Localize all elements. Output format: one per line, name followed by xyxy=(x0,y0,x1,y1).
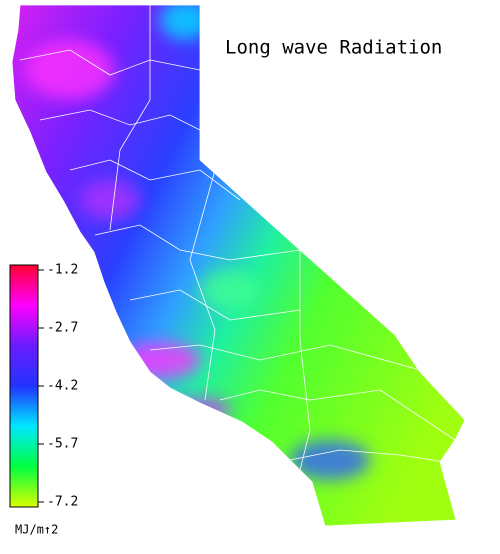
colorbar-scale xyxy=(9,264,39,508)
colorbar: MJ/m↑2 -1.2 -2.7 -4.2 -5.7 -7.2 xyxy=(9,263,78,537)
colorbar-tick-label: -1.2 xyxy=(47,263,78,278)
map-title: Long wave Radiation xyxy=(225,37,442,59)
colorbar-tick-label: -7.2 xyxy=(47,495,78,510)
colorbar-tick-label: -5.7 xyxy=(47,437,78,452)
colorbar-tick-label: -2.7 xyxy=(47,321,78,336)
colorbar-tick-label: -4.2 xyxy=(47,379,78,394)
colorbar-unit: MJ/m↑2 xyxy=(15,523,58,537)
